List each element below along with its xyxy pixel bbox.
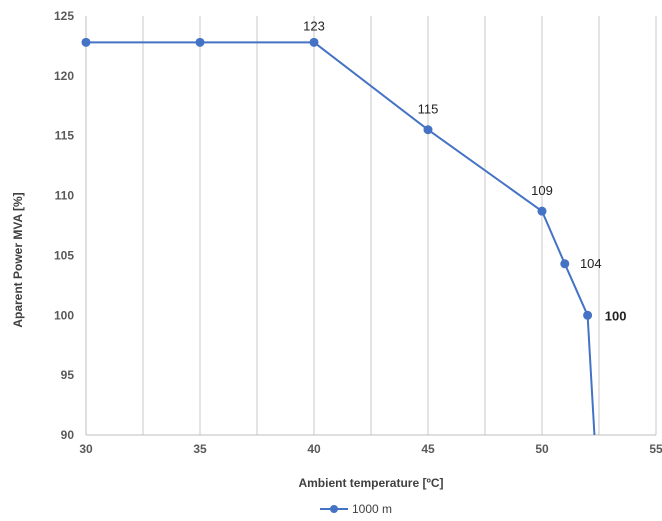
- legend-marker-1000-m: [330, 505, 338, 513]
- data-point: [538, 207, 547, 216]
- data-point: [310, 38, 319, 47]
- data-point: [82, 38, 91, 47]
- legend-label-1000-m: 1000 m: [352, 502, 392, 516]
- data-labels: 123 115 109 104 100: [303, 18, 626, 323]
- y-tick-label: 120: [54, 69, 74, 83]
- data-label: 115: [418, 102, 439, 117]
- y-tick-label: 95: [61, 368, 75, 382]
- data-label: 100: [605, 308, 627, 323]
- x-tick-label: 45: [421, 442, 435, 456]
- data-point: [424, 125, 433, 134]
- data-label: 104: [580, 256, 602, 271]
- data-point: [196, 38, 205, 47]
- y-tick-label: 125: [54, 9, 74, 23]
- series-line-0: [86, 42, 594, 435]
- data-point: [560, 259, 569, 268]
- data-point: [583, 311, 592, 320]
- legend: 1000 m: [320, 502, 392, 516]
- gridlines: [143, 16, 656, 435]
- y-tick-label: 90: [61, 428, 75, 442]
- x-tick-label: 30: [79, 442, 93, 456]
- y-tick-label: 105: [54, 248, 74, 262]
- x-tick-label: 35: [193, 442, 207, 456]
- x-tick-label: 55: [649, 442, 662, 456]
- y-tick-label: 115: [55, 129, 75, 143]
- data-label: 123: [303, 18, 325, 33]
- data-label: 109: [531, 183, 553, 198]
- series-layer: [82, 38, 595, 435]
- y-tick-label: 100: [54, 308, 74, 322]
- x-tick-label: 50: [535, 442, 549, 456]
- y-tick-label: 110: [55, 189, 75, 203]
- y-axis-title: Aparent Power MVA [%]: [11, 192, 25, 327]
- x-tick-label: 40: [307, 442, 321, 456]
- x-axis-title: Ambient temperature [ºC]: [298, 476, 443, 490]
